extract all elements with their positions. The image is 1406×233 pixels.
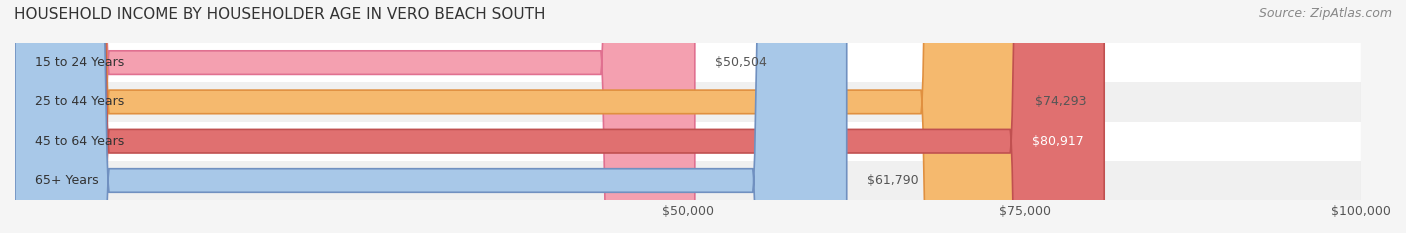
Bar (15, 161, 1361, 200)
Text: 65+ Years: 65+ Years (35, 174, 98, 187)
Text: $80,917: $80,917 (1032, 135, 1084, 148)
Bar (15, 82, 1361, 122)
Text: 25 to 44 Years: 25 to 44 Years (35, 95, 125, 108)
Text: Source: ZipAtlas.com: Source: ZipAtlas.com (1258, 7, 1392, 20)
FancyBboxPatch shape (15, 0, 1104, 233)
FancyBboxPatch shape (15, 0, 695, 233)
FancyBboxPatch shape (15, 0, 1015, 233)
Text: HOUSEHOLD INCOME BY HOUSEHOLDER AGE IN VERO BEACH SOUTH: HOUSEHOLD INCOME BY HOUSEHOLDER AGE IN V… (14, 7, 546, 22)
Bar (15, 43, 1361, 82)
Text: $61,790: $61,790 (868, 174, 918, 187)
Text: 15 to 24 Years: 15 to 24 Years (35, 56, 125, 69)
Text: $74,293: $74,293 (1035, 95, 1087, 108)
Bar (15, 122, 1361, 161)
Text: 45 to 64 Years: 45 to 64 Years (35, 135, 125, 148)
Text: $50,504: $50,504 (716, 56, 766, 69)
FancyBboxPatch shape (15, 0, 846, 233)
